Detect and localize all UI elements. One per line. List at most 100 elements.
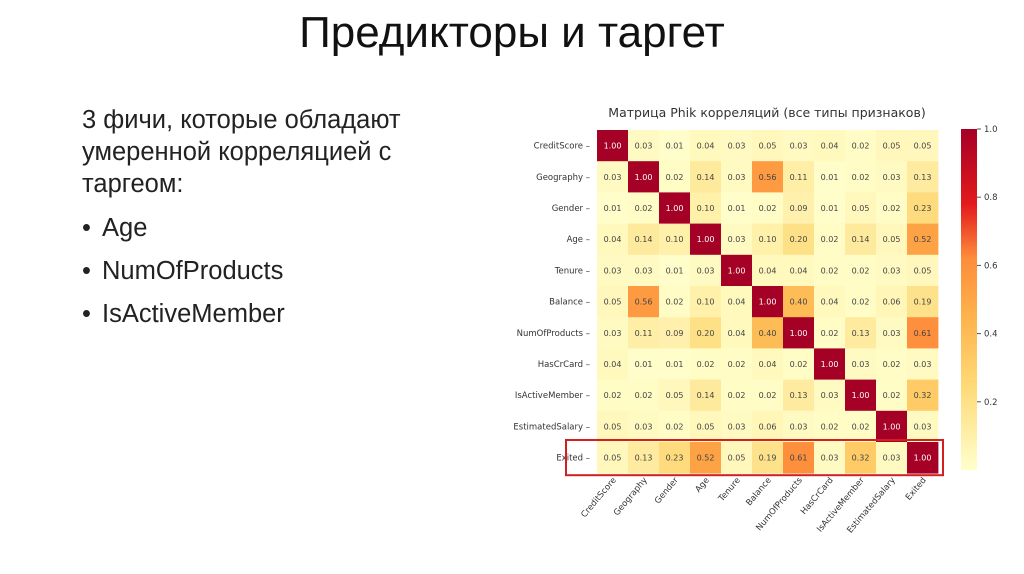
heatmap-cell	[690, 286, 722, 318]
heatmap-cell	[659, 161, 691, 193]
heatmap-cell	[659, 317, 691, 349]
heatmap-cell	[690, 348, 722, 380]
heatmap-cell	[659, 286, 691, 318]
cell-value-label: 0.14	[852, 235, 870, 244]
heatmap-cells: 1.00 0.03 0.01 0.04 0.03 0.05 0.03 0.04 0.02 0.05…	[597, 130, 939, 474]
cell-value-label: 0.02	[883, 360, 901, 369]
cell-value-label: 0.05	[604, 422, 622, 431]
cell-value-label: 0.04	[821, 142, 839, 151]
cell-value-label: 0.02	[635, 204, 653, 213]
cell-value-label: 0.02	[635, 391, 653, 400]
heatmap-cell	[752, 254, 784, 287]
heatmap-cell	[628, 192, 660, 224]
cell-value-label: 0.02	[852, 266, 870, 275]
cell-value-label: 0.01	[821, 204, 839, 213]
cell-value-label: 0.03	[790, 142, 808, 151]
row-label: Age –	[567, 235, 590, 245]
heatmap-cell	[721, 130, 753, 162]
cell-value-label: 1.00	[852, 391, 870, 400]
cell-value-label: 1.00	[666, 204, 684, 213]
heatmap-cell	[783, 286, 815, 318]
cell-value-label: 1.00	[635, 173, 653, 182]
cell-value-label: 0.03	[604, 266, 622, 275]
heatmap-cell	[783, 348, 815, 380]
cell-value-label: 0.02	[852, 173, 870, 182]
cell-value-label: 0.05	[883, 235, 901, 244]
cell-value-label: 0.23	[666, 454, 684, 463]
cell-value-label: 0.04	[728, 329, 746, 338]
heatmap-cell	[597, 442, 629, 474]
heatmap-cell	[907, 286, 939, 318]
heatmap-cell	[659, 442, 691, 474]
cell-value-label: 0.03	[728, 235, 746, 244]
col-label: Balance	[744, 476, 773, 508]
cell-value-label: 0.09	[790, 204, 808, 213]
cell-value-label: 0.56	[635, 298, 653, 307]
cell-value-label: 0.09	[666, 329, 684, 338]
heatmap-cell	[845, 379, 877, 412]
cell-value-label: 0.32	[914, 391, 932, 400]
heatmap-cell	[628, 379, 660, 412]
heatmap-cell	[752, 348, 784, 380]
cell-value-label: 0.02	[666, 173, 684, 182]
cell-value-label: 0.03	[790, 422, 808, 431]
cell-value-label: 0.02	[883, 391, 901, 400]
heatmap-cell	[690, 130, 722, 162]
heatmap-cell	[659, 379, 691, 412]
heatmap-cell	[690, 223, 722, 256]
cell-value-label: 1.00	[914, 454, 932, 463]
colorbar-tick-label: 0.6	[984, 261, 998, 271]
heatmap-cell	[876, 410, 908, 443]
heatmap-cell	[907, 317, 939, 349]
heatmap-cell	[814, 379, 846, 412]
cell-value-label: 1.00	[790, 329, 808, 338]
cell-value-label: 0.05	[852, 204, 870, 213]
colorbar	[961, 129, 977, 470]
row-label: CreditScore –	[534, 142, 590, 152]
heatmap-cell	[690, 192, 722, 224]
row-label: HasCrCard –	[538, 360, 590, 370]
heatmap-cell	[752, 223, 784, 256]
heatmap-cell	[814, 410, 846, 443]
cell-value-label: 0.03	[914, 360, 932, 369]
heatmap-cell	[690, 442, 722, 474]
cell-value-label: 0.02	[697, 360, 715, 369]
heatmap-cell	[752, 379, 784, 412]
heatmap-cell	[628, 223, 660, 256]
cell-value-label: 0.01	[604, 204, 622, 213]
heatmap-cell	[690, 254, 722, 287]
heatmap-cell	[845, 161, 877, 193]
bullet-dot: •	[82, 257, 91, 285]
bullet-list: • Age • NumOfProducts • IsActiveMember	[82, 212, 482, 330]
row-label: Geography –	[536, 173, 590, 183]
heatmap-cell	[721, 254, 753, 287]
heatmap-cell	[814, 442, 846, 474]
cell-value-label: 0.14	[697, 173, 715, 182]
cell-value-label: 0.11	[635, 329, 653, 338]
cell-value-label: 0.05	[604, 298, 622, 307]
cell-value-label: 0.03	[852, 360, 870, 369]
col-label: Age	[694, 476, 712, 495]
cell-value-label: 0.02	[821, 329, 839, 338]
heatmap-cell	[814, 192, 846, 224]
heatmap-cell	[783, 223, 815, 256]
heatmap-cell	[876, 317, 908, 349]
heatmap-cell	[659, 223, 691, 256]
heatmap-cell	[628, 442, 660, 474]
col-label: Gender	[653, 475, 681, 506]
heatmap-cell	[628, 410, 660, 443]
bullet-text: IsActiveMember	[102, 300, 285, 328]
heatmap-cell	[597, 379, 629, 412]
row-labels: CreditScore – Geography – Gender – Age – Ten…	[513, 142, 590, 464]
heatmap-cell	[721, 317, 753, 349]
heatmap-cell	[752, 130, 784, 162]
bullet-text: NumOfProducts	[102, 257, 284, 285]
cell-value-label: 0.02	[604, 391, 622, 400]
heatmap-cell	[783, 192, 815, 224]
heatmap-cell	[907, 442, 939, 474]
heatmap-cell	[907, 410, 939, 443]
heatmap-cell	[597, 192, 629, 224]
heatmap-cell	[845, 410, 877, 443]
heatmap-cell	[845, 442, 877, 474]
